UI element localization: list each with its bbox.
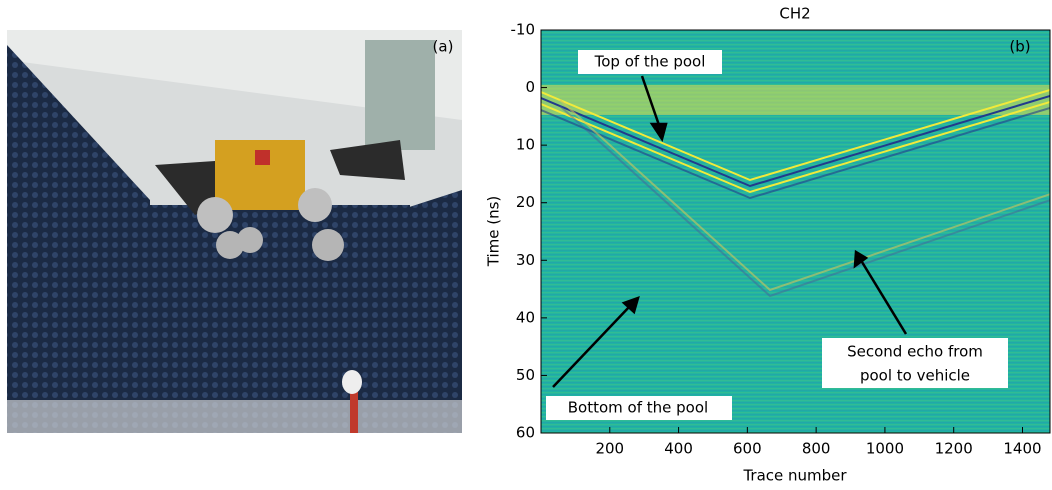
chart-title: CH2	[779, 5, 810, 23]
x-tick-label: 200	[595, 440, 624, 458]
y-tick-label: 40	[516, 308, 535, 326]
x-tick-label: 800	[802, 440, 831, 458]
y-tick-label: -10	[511, 21, 536, 39]
y-tick-label: 10	[516, 136, 535, 154]
annotation: pool to vehicle	[860, 367, 970, 385]
panel-label: (a)	[433, 38, 454, 56]
y-tick-label: 50	[516, 366, 535, 384]
annotation: Top of the pool	[594, 53, 706, 71]
x-axis-label: Trace number	[742, 467, 847, 485]
photo	[7, 30, 462, 433]
plot-frame	[540, 29, 1051, 434]
x-tick-label: 400	[664, 440, 693, 458]
panel-label: (b)	[1009, 38, 1030, 56]
x-tick-label: 1200	[935, 440, 973, 458]
annotation-box	[578, 50, 722, 74]
annotation-box	[546, 396, 732, 420]
arrows	[552, 75, 908, 388]
y-axis-label: Time (ns)	[485, 196, 503, 268]
x-tick-label: 1000	[866, 440, 904, 458]
annotation-box	[822, 338, 1008, 388]
y-tick-label: 60	[516, 424, 535, 442]
x-tick-label: 1400	[1003, 440, 1041, 458]
annotation: Bottom of the pool	[568, 399, 708, 417]
x-tick-label: 600	[733, 440, 762, 458]
y-tick-label: 30	[516, 251, 535, 269]
y-tick-label: 0	[525, 78, 535, 96]
y-tick-label: 20	[516, 193, 535, 211]
annotation: Second echo from	[847, 343, 983, 361]
